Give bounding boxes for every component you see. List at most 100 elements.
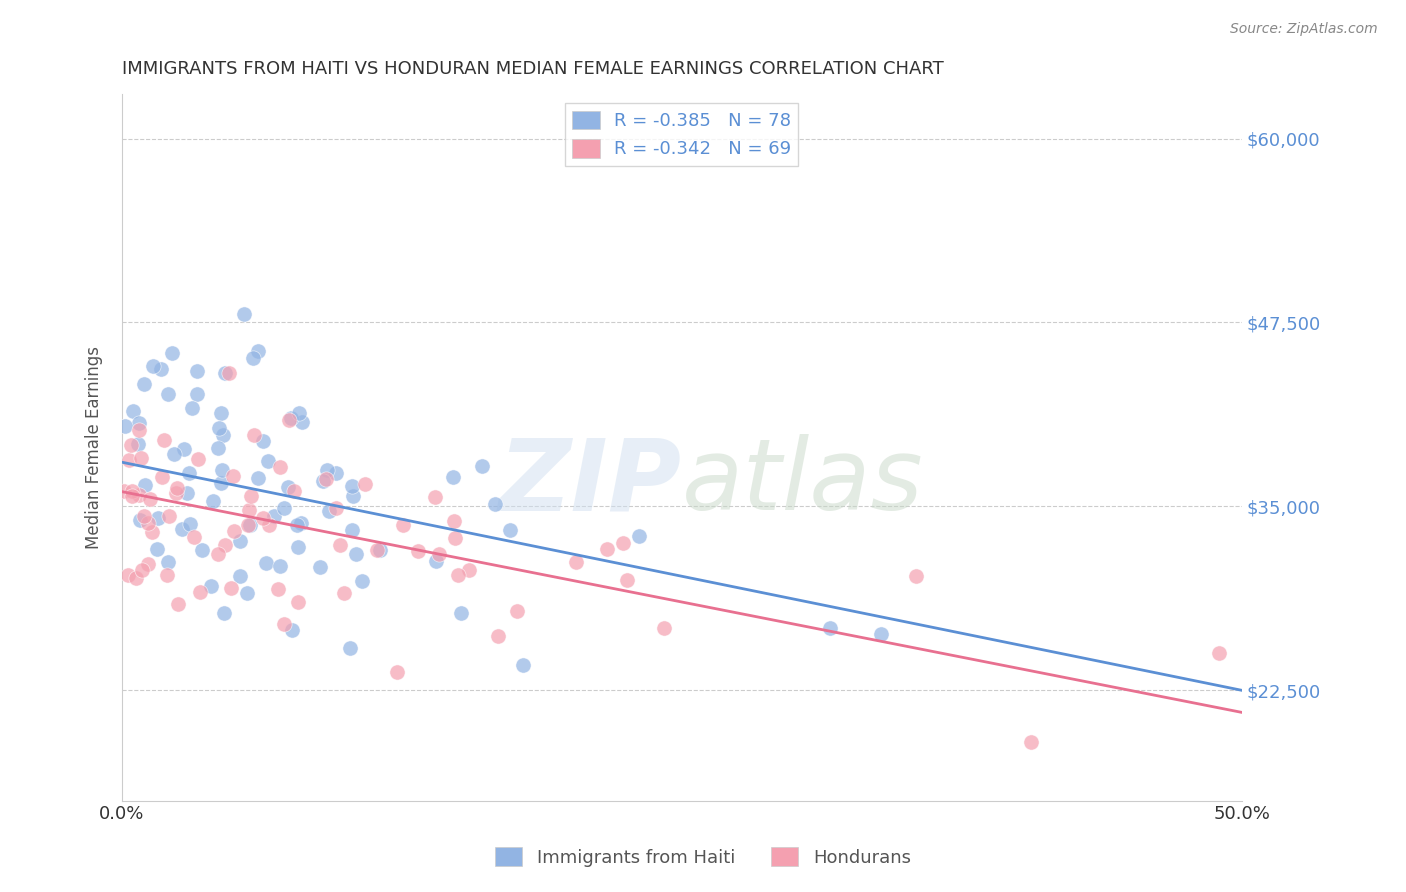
Point — [149, 362, 172, 376]
Point — [117, 453, 139, 467]
Text: atlas: atlas — [682, 434, 924, 532]
Point — [1021, 735, 1043, 749]
Point — [121, 483, 143, 498]
Point — [112, 484, 135, 499]
Point — [127, 437, 149, 451]
Point — [163, 447, 186, 461]
Point — [201, 494, 224, 508]
Point — [458, 563, 481, 577]
Point — [212, 428, 235, 442]
Point — [612, 536, 634, 550]
Point — [370, 542, 392, 557]
Point — [565, 556, 588, 570]
Point — [212, 607, 235, 621]
Point — [652, 622, 675, 636]
Point — [391, 518, 413, 533]
Point — [211, 463, 233, 477]
Point — [905, 569, 928, 583]
Point — [134, 478, 156, 492]
Point — [443, 531, 465, 545]
Point — [290, 516, 312, 530]
Point — [207, 441, 229, 455]
Point — [120, 438, 142, 452]
Point — [166, 481, 188, 495]
Point — [339, 640, 361, 655]
Point — [186, 387, 208, 401]
Point — [252, 510, 274, 524]
Point — [238, 503, 260, 517]
Point — [114, 419, 136, 434]
Point — [131, 450, 153, 465]
Point — [254, 556, 277, 570]
Point — [128, 423, 150, 437]
Point — [188, 584, 211, 599]
Point — [427, 547, 450, 561]
Point — [450, 606, 472, 620]
Point — [236, 586, 259, 600]
Point — [166, 597, 188, 611]
Point — [242, 351, 264, 366]
Point — [152, 469, 174, 483]
Point — [131, 563, 153, 577]
Point — [136, 516, 159, 531]
Point — [387, 665, 409, 679]
Point — [263, 508, 285, 523]
Point — [350, 574, 373, 589]
Point — [252, 434, 274, 448]
Point — [236, 517, 259, 532]
Point — [228, 533, 250, 548]
Point — [229, 569, 252, 583]
Legend: Immigrants from Haiti, Hondurans: Immigrants from Haiti, Hondurans — [488, 840, 918, 874]
Point — [309, 560, 332, 574]
Point — [128, 416, 150, 430]
Point — [443, 514, 465, 528]
Point — [207, 547, 229, 561]
Point — [259, 518, 281, 533]
Point — [218, 367, 240, 381]
Point — [121, 489, 143, 503]
Point — [132, 508, 155, 523]
Point — [273, 501, 295, 516]
Point — [187, 452, 209, 467]
Point — [280, 410, 302, 425]
Text: Source: ZipAtlas.com: Source: ZipAtlas.com — [1230, 22, 1378, 37]
Point — [366, 542, 388, 557]
Point — [156, 568, 179, 582]
Point — [312, 474, 335, 488]
Point — [233, 307, 256, 321]
Point — [818, 622, 841, 636]
Point — [273, 617, 295, 632]
Point — [191, 542, 214, 557]
Point — [288, 406, 311, 420]
Point — [183, 530, 205, 544]
Point — [222, 524, 245, 539]
Point — [222, 469, 245, 483]
Point — [506, 604, 529, 618]
Point — [180, 401, 202, 415]
Point — [285, 518, 308, 533]
Y-axis label: Median Female Earnings: Median Female Earnings — [86, 346, 103, 549]
Point — [157, 555, 180, 569]
Point — [246, 343, 269, 358]
Point — [1208, 646, 1230, 660]
Point — [315, 462, 337, 476]
Point — [177, 466, 200, 480]
Point — [246, 471, 269, 485]
Point — [186, 363, 208, 377]
Point — [353, 477, 375, 491]
Point — [342, 478, 364, 492]
Point — [447, 568, 470, 582]
Point — [141, 524, 163, 539]
Point — [152, 433, 174, 447]
Point — [243, 428, 266, 442]
Point — [209, 406, 232, 420]
Point — [329, 538, 352, 552]
Point — [340, 523, 363, 537]
Point — [125, 571, 148, 585]
Point — [157, 508, 180, 523]
Point — [176, 486, 198, 500]
Point — [256, 454, 278, 468]
Point — [406, 544, 429, 558]
Point — [117, 567, 139, 582]
Text: ZIP: ZIP — [499, 434, 682, 532]
